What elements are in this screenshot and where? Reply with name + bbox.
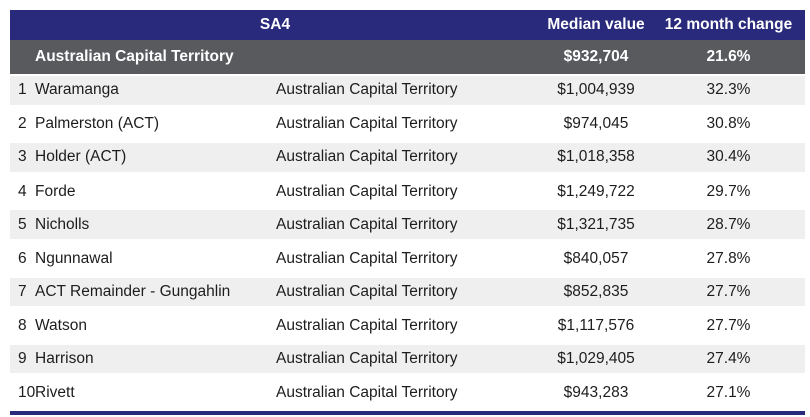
table-body: 1 Waramanga Australian Capital Territory… [10,74,805,410]
sa4-cell: Australian Capital Territory [276,81,458,99]
sa4-cell: Australian Capital Territory [276,182,458,200]
median-cell: $1,004,939 [557,81,635,99]
suburb-cell: Rivett [35,384,75,402]
table-row: 7 ACT Remainder - Gungahlin Australian C… [10,275,805,310]
rank-cell: 4 [18,182,27,200]
table-row: 6 Ngunnawal Australian Capital Territory… [10,241,805,276]
median-cell: $1,321,735 [557,215,635,233]
header-median-value: Median value [547,16,645,33]
change-cell: 27.7% [706,282,751,300]
summary-row-act: Australian Capital Territory $932,704 21… [10,40,805,74]
rank-cell: 3 [18,148,27,166]
sa4-cell: Australian Capital Territory [276,350,458,368]
suburb-cell: Nicholls [35,215,90,233]
rank-cell: 5 [18,215,27,233]
header-12m-change: 12 month change [664,16,793,33]
median-cell: $1,249,722 [557,182,635,200]
summary-region-name: Australian Capital Territory [35,48,234,65]
median-cell: $1,018,358 [557,148,635,166]
change-cell: 32.3% [706,81,751,99]
sa4-cell: Australian Capital Territory [276,215,458,233]
median-cell: $1,029,405 [557,350,635,368]
rank-cell: 9 [18,350,27,368]
rank-cell: 2 [18,115,27,133]
rank-cell: 8 [18,316,27,334]
rank-cell: 1 [18,81,27,99]
change-cell: 27.8% [706,249,751,267]
sa4-cell: Australian Capital Territory [276,249,458,267]
table-row: 8 Watson Australian Capital Territory $1… [10,309,805,343]
table-row: 4 Forde Australian Capital Territory $1,… [10,174,805,209]
suburb-cell: Holder (ACT) [35,148,127,166]
change-cell: 27.1% [706,384,751,402]
change-cell: 28.7% [706,215,751,233]
median-cell: $943,283 [563,384,629,402]
rank-cell: 10 [18,384,35,402]
suburb-cell: ACT Remainder - Gungahlin [35,282,231,300]
table-row: 10 Rivett Australian Capital Territory $… [10,376,805,410]
table-row: 1 Waramanga Australian Capital Territory… [10,74,805,108]
rank-cell: 7 [18,282,27,300]
table-row: 9 Harrison Australian Capital Territory … [10,342,805,377]
table-row: 5 Nicholls Australian Capital Territory … [10,208,805,242]
summary-change: 21.6% [706,48,751,65]
median-cell: $840,057 [563,249,629,267]
suburb-cell: Palmerston (ACT) [35,115,160,133]
suburb-cell: Watson [35,316,87,334]
change-cell: 29.7% [706,182,751,200]
suburb-rankings-table: SA4 Median value 12 month change Austral… [10,10,805,415]
sa4-cell: Australian Capital Territory [276,148,458,166]
sa4-cell: Australian Capital Territory [276,384,458,402]
change-cell: 27.7% [706,316,751,334]
median-cell: $1,117,576 [557,316,635,334]
header-sa4: SA4 [259,16,291,33]
suburb-cell: Harrison [35,350,94,368]
change-cell: 27.4% [706,350,751,368]
table-row: 2 Palmerston (ACT) Australian Capital Te… [10,107,805,142]
table-row: 3 Holder (ACT) Australian Capital Territ… [10,141,805,175]
summary-median-value: $932,704 [563,48,629,65]
table-header-row: SA4 Median value 12 month change [10,10,805,40]
sa4-cell: Australian Capital Territory [276,115,458,133]
change-cell: 30.4% [706,148,751,166]
change-cell: 30.8% [706,115,751,133]
suburb-cell: Waramanga [35,81,119,99]
suburb-cell: Ngunnawal [35,249,113,267]
sa4-cell: Australian Capital Territory [276,282,458,300]
rank-cell: 6 [18,249,27,267]
suburb-cell: Forde [35,182,76,200]
median-cell: $974,045 [563,115,629,133]
sa4-cell: Australian Capital Territory [276,316,458,334]
median-cell: $852,835 [563,282,629,300]
table-bottom-border [10,410,805,415]
